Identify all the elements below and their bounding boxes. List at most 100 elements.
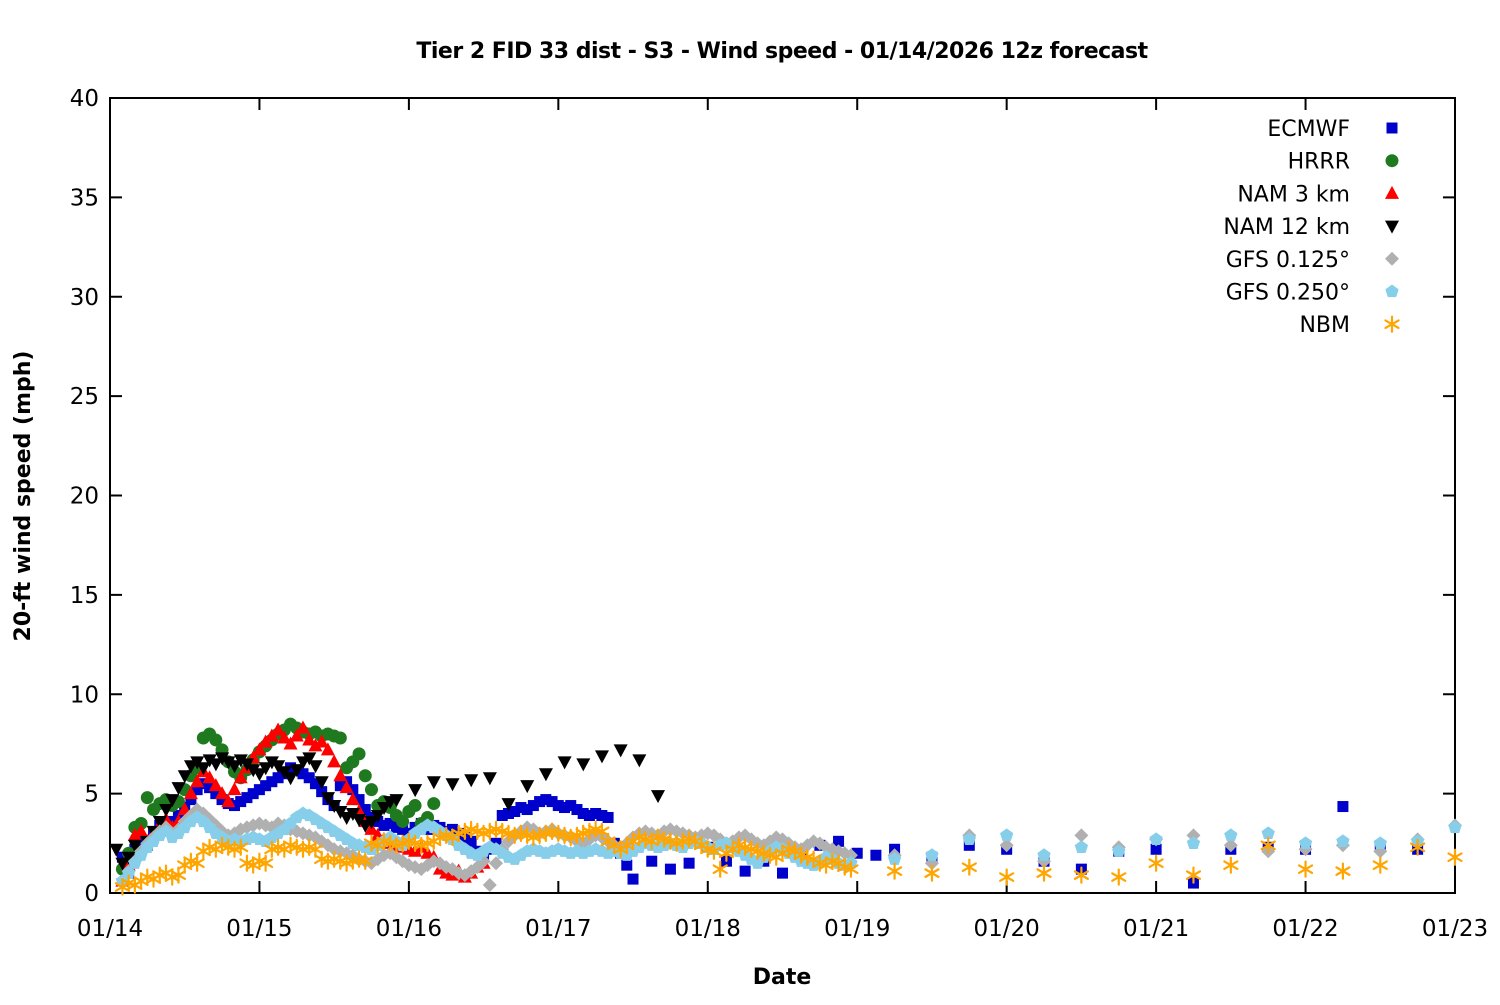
point-ecmwf — [272, 772, 284, 784]
point-nam-12-km — [320, 792, 335, 806]
point-nam-12-km — [159, 804, 174, 818]
point-ecmwf — [353, 794, 365, 806]
point-nam-12-km — [227, 760, 242, 774]
point-nam-12-km — [289, 764, 304, 778]
legend-marker-nam-12-km — [1385, 220, 1399, 234]
point-nbm — [700, 844, 716, 855]
legend-marker-nbm — [1384, 319, 1400, 330]
point-nam-3-km — [127, 827, 142, 841]
point-nam-3-km — [233, 770, 248, 784]
point-nam-12-km — [651, 790, 666, 804]
point-nam-12-km — [202, 754, 217, 768]
point-gfs-0-250 — [1037, 848, 1051, 861]
point-ecmwf — [116, 851, 128, 863]
point-nam-12-km — [308, 760, 323, 774]
point-gfs-0-250 — [925, 848, 939, 861]
point-gfs-0-250 — [1448, 820, 1462, 834]
point-gfs-0-250 — [962, 832, 976, 846]
x-tick-label: 01/16 — [376, 916, 442, 942]
point-ecmwf — [527, 800, 539, 812]
point-ecmwf — [235, 796, 247, 808]
point-hrrr — [209, 733, 223, 747]
point-nbm — [214, 840, 230, 851]
legend-label-gfs-0-250: GFS 0.250° — [1226, 281, 1350, 306]
point-nbm — [762, 850, 778, 861]
point-nam-3-km — [202, 770, 217, 784]
point-ecmwf — [204, 782, 216, 794]
point-nbm — [781, 844, 797, 855]
point-ecmwf — [297, 768, 309, 780]
point-hrrr — [408, 799, 422, 813]
y-tick-label: 15 — [70, 583, 99, 609]
point-hrrr — [427, 797, 441, 811]
point-nbm — [270, 842, 286, 853]
point-nbm — [363, 838, 380, 849]
point-nbm — [924, 868, 940, 878]
point-gfs-0-250 — [1112, 844, 1126, 857]
point-gfs-0-250 — [1336, 834, 1350, 847]
legend-label-hrrr: HRRR — [1288, 150, 1350, 175]
point-ecmwf — [390, 821, 402, 833]
point-nbm — [1036, 868, 1052, 878]
point-nbm — [756, 848, 772, 859]
point-nbm — [382, 838, 398, 849]
point-nam-12-km — [445, 778, 460, 792]
point-nbm — [886, 866, 903, 876]
point-nbm — [488, 824, 504, 835]
point-nam-3-km — [320, 742, 335, 756]
point-nbm — [201, 842, 218, 853]
point-nam-12-km — [233, 754, 248, 768]
point-nbm — [500, 828, 517, 839]
point-gfs-0-250 — [1000, 828, 1014, 842]
point-nam-3-km — [345, 792, 360, 806]
point-nbm — [681, 834, 697, 845]
point-hrrr — [358, 769, 372, 783]
x-tick-label: 01/17 — [525, 916, 591, 942]
point-nam-3-km — [190, 774, 205, 788]
y-tick-label: 30 — [70, 285, 99, 311]
point-nam-12-km — [377, 802, 392, 816]
point-nbm — [189, 858, 205, 869]
point-nbm — [407, 838, 423, 849]
point-ecmwf — [602, 811, 614, 823]
point-gfs-0-125 — [482, 878, 497, 893]
point-ecmwf — [1150, 843, 1162, 855]
point-nam-12-km — [314, 776, 329, 790]
point-nbm — [650, 832, 666, 843]
point-nbm — [588, 824, 604, 835]
point-nbm — [1185, 870, 1202, 880]
point-nam-12-km — [196, 762, 211, 776]
point-nbm — [438, 830, 454, 841]
x-tick-label: 01/23 — [1422, 916, 1488, 942]
point-ecmwf — [253, 784, 265, 796]
legend-label-nam-3-km: NAM 3 km — [1237, 182, 1350, 207]
point-nam-12-km — [264, 756, 279, 770]
y-axis-label: 20-ft wind speed (mph) — [11, 351, 36, 642]
point-gfs-0-125 — [1074, 828, 1089, 843]
point-gfs-0-250 — [1186, 836, 1201, 849]
point-ecmwf — [596, 809, 608, 821]
point-ecmwf — [1337, 801, 1349, 813]
legend-marker-gfs-0-125 — [1385, 251, 1399, 266]
point-nbm — [220, 842, 236, 853]
point-nam-12-km — [538, 768, 553, 782]
point-gfs-0-125 — [1223, 838, 1238, 853]
point-nbm — [183, 856, 199, 867]
point-ecmwf — [583, 809, 595, 821]
point-ecmwf — [870, 849, 882, 861]
point-nbm — [326, 854, 342, 865]
point-ecmwf — [646, 855, 658, 867]
point-ecmwf — [552, 800, 564, 812]
point-nam-12-km — [121, 851, 136, 865]
point-nam-12-km — [594, 750, 609, 764]
point-ecmwf — [621, 859, 633, 871]
point-ecmwf — [683, 857, 695, 869]
point-nam-3-km — [221, 794, 236, 808]
point-gfs-0-250 — [1261, 826, 1275, 840]
point-nbm — [1111, 872, 1127, 882]
point-nbm — [1260, 840, 1276, 851]
point-hrrr — [140, 791, 154, 805]
point-nbm — [843, 864, 859, 875]
